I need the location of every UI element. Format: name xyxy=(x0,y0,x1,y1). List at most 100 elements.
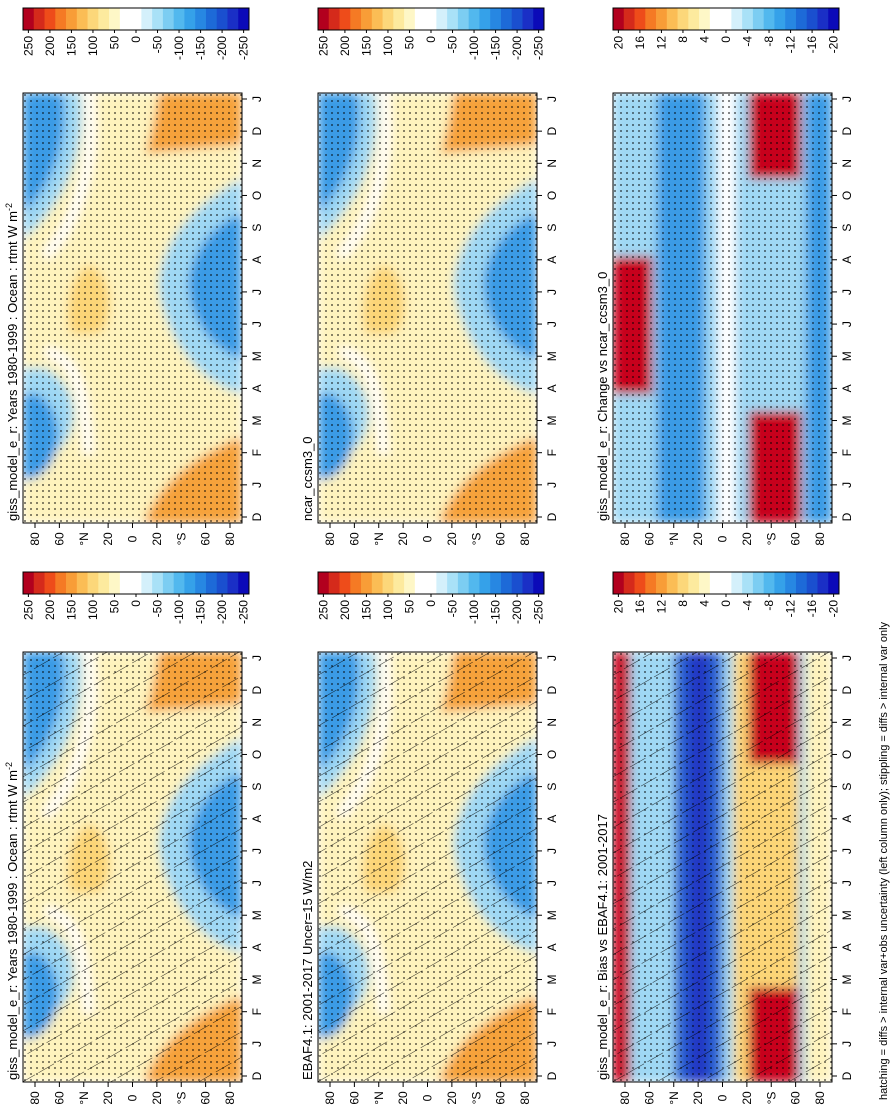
y-tick-label: °N xyxy=(372,532,386,545)
x-tick-label: D xyxy=(840,1071,854,1080)
y-tick-label: °N xyxy=(77,1091,91,1104)
x-tick-label: J xyxy=(840,482,854,488)
colorbar-label: -250 xyxy=(237,36,251,60)
colorbar-swatch xyxy=(500,8,513,30)
x-tick-label: O xyxy=(250,750,264,759)
y-tick-label: °N xyxy=(667,532,681,545)
colorbar-label: 150 xyxy=(64,36,78,56)
colorbar-swatch xyxy=(361,8,373,30)
y-tick-label: °S xyxy=(764,533,778,546)
colorbar-label: -100 xyxy=(467,36,481,60)
colorbar-label: -200 xyxy=(215,600,229,624)
colorbar-swatch xyxy=(173,572,185,594)
colorbar-label: 150 xyxy=(359,600,373,620)
colorbar-label: 150 xyxy=(359,36,373,56)
colorbar-swatch xyxy=(23,8,35,30)
colorbar-swatch xyxy=(404,8,416,30)
panel-title: giss_model_e_r: Years 1980-1999 : Ocean … xyxy=(4,762,20,1080)
x-tick-label: A xyxy=(840,815,854,823)
colorbar-swatch xyxy=(152,8,164,30)
y-tick-label: 20 xyxy=(445,532,459,546)
x-tick-label: A xyxy=(250,815,264,823)
colorbar-swatch xyxy=(238,572,250,594)
x-tick-label: D xyxy=(840,685,854,694)
y-tick-label: 80 xyxy=(323,532,337,546)
y-tick-label: 60 xyxy=(642,1091,656,1105)
y-tick-label: 60 xyxy=(494,532,508,546)
colorbar-swatch xyxy=(709,8,722,30)
colorbar-label: -50 xyxy=(446,600,460,618)
x-tick-label: J xyxy=(545,289,559,295)
colorbar-label: -50 xyxy=(151,36,165,54)
colorbar-swatch xyxy=(238,8,250,30)
colorbar-swatch xyxy=(479,8,491,30)
colorbar-swatch xyxy=(677,8,689,30)
colorbar-label: -8 xyxy=(762,36,776,47)
colorbar-swatch xyxy=(613,572,625,594)
colorbar-label: 12 xyxy=(654,600,668,614)
colorbar-swatch xyxy=(119,572,132,594)
x-tick-label: M xyxy=(840,416,854,426)
colorbar-label: 250 xyxy=(21,600,35,620)
colorbar-label: -12 xyxy=(784,600,798,618)
colorbar-label: 0 xyxy=(129,600,143,607)
x-tick-label: F xyxy=(840,449,854,456)
x-tick-label: D xyxy=(250,1071,264,1080)
colorbar-swatch xyxy=(533,572,545,594)
colorbar-swatch xyxy=(436,8,448,30)
colorbar-swatch xyxy=(119,8,132,30)
x-tick-label: O xyxy=(840,750,854,759)
x-tick-label: S xyxy=(840,783,854,791)
colorbar-swatch xyxy=(382,572,394,594)
colorbar-swatch xyxy=(130,8,142,30)
y-tick-label: 60 xyxy=(347,532,361,546)
x-tick-label: O xyxy=(250,191,264,200)
colorbar-label: 0 xyxy=(424,36,438,43)
colorbar-swatch xyxy=(479,572,491,594)
colorbar-label: 100 xyxy=(381,600,395,620)
x-tick-label: N xyxy=(545,159,559,168)
colorbar-swatch xyxy=(645,8,657,30)
colorbar-swatch xyxy=(205,8,218,30)
y-tick-label: °S xyxy=(469,533,483,546)
y-tick-label: 20 xyxy=(691,1091,705,1105)
y-tick-label: 80 xyxy=(223,532,237,546)
x-tick-label: M xyxy=(250,416,264,426)
colorbar-swatch xyxy=(806,572,818,594)
colorbar-swatch xyxy=(425,8,437,30)
y-tick-label: 20 xyxy=(740,532,754,546)
x-tick-label: D xyxy=(545,685,559,694)
x-tick-label: M xyxy=(545,910,559,920)
x-tick-label: J xyxy=(840,655,854,661)
x-tick-label: N xyxy=(250,159,264,168)
colorbar-label: -250 xyxy=(532,36,546,60)
colorbar-label: 0 xyxy=(129,36,143,43)
x-tick-label: F xyxy=(545,1008,559,1015)
colorbar-swatch xyxy=(141,572,153,594)
x-tick-label: D xyxy=(545,1071,559,1080)
colorbar-swatch xyxy=(44,572,56,594)
colorbar-swatch xyxy=(457,8,470,30)
colorbar-swatch xyxy=(162,8,175,30)
colorbar-swatch xyxy=(173,8,185,30)
colorbar-label: 200 xyxy=(338,36,352,56)
colorbar-label: -150 xyxy=(194,36,208,60)
colorbar-label: 20 xyxy=(611,600,625,614)
x-tick-label: D xyxy=(250,685,264,694)
colorbar-swatch xyxy=(817,572,829,594)
colorbar-swatch xyxy=(339,572,351,594)
colorbar-swatch xyxy=(634,8,646,30)
colorbar-label: -150 xyxy=(194,600,208,624)
colorbar-swatch xyxy=(205,572,218,594)
colorbar-swatch xyxy=(795,572,808,594)
colorbar-label: 200 xyxy=(43,36,57,56)
x-tick-label: S xyxy=(250,783,264,791)
colorbar-swatch xyxy=(328,8,340,30)
colorbar-label: -8 xyxy=(762,600,776,611)
y-tick-label: 20 xyxy=(150,532,164,546)
colorbar-swatch xyxy=(436,572,448,594)
y-tick-label: 60 xyxy=(789,532,803,546)
y-tick-label: °N xyxy=(667,1091,681,1104)
colorbar-swatch xyxy=(666,8,678,30)
